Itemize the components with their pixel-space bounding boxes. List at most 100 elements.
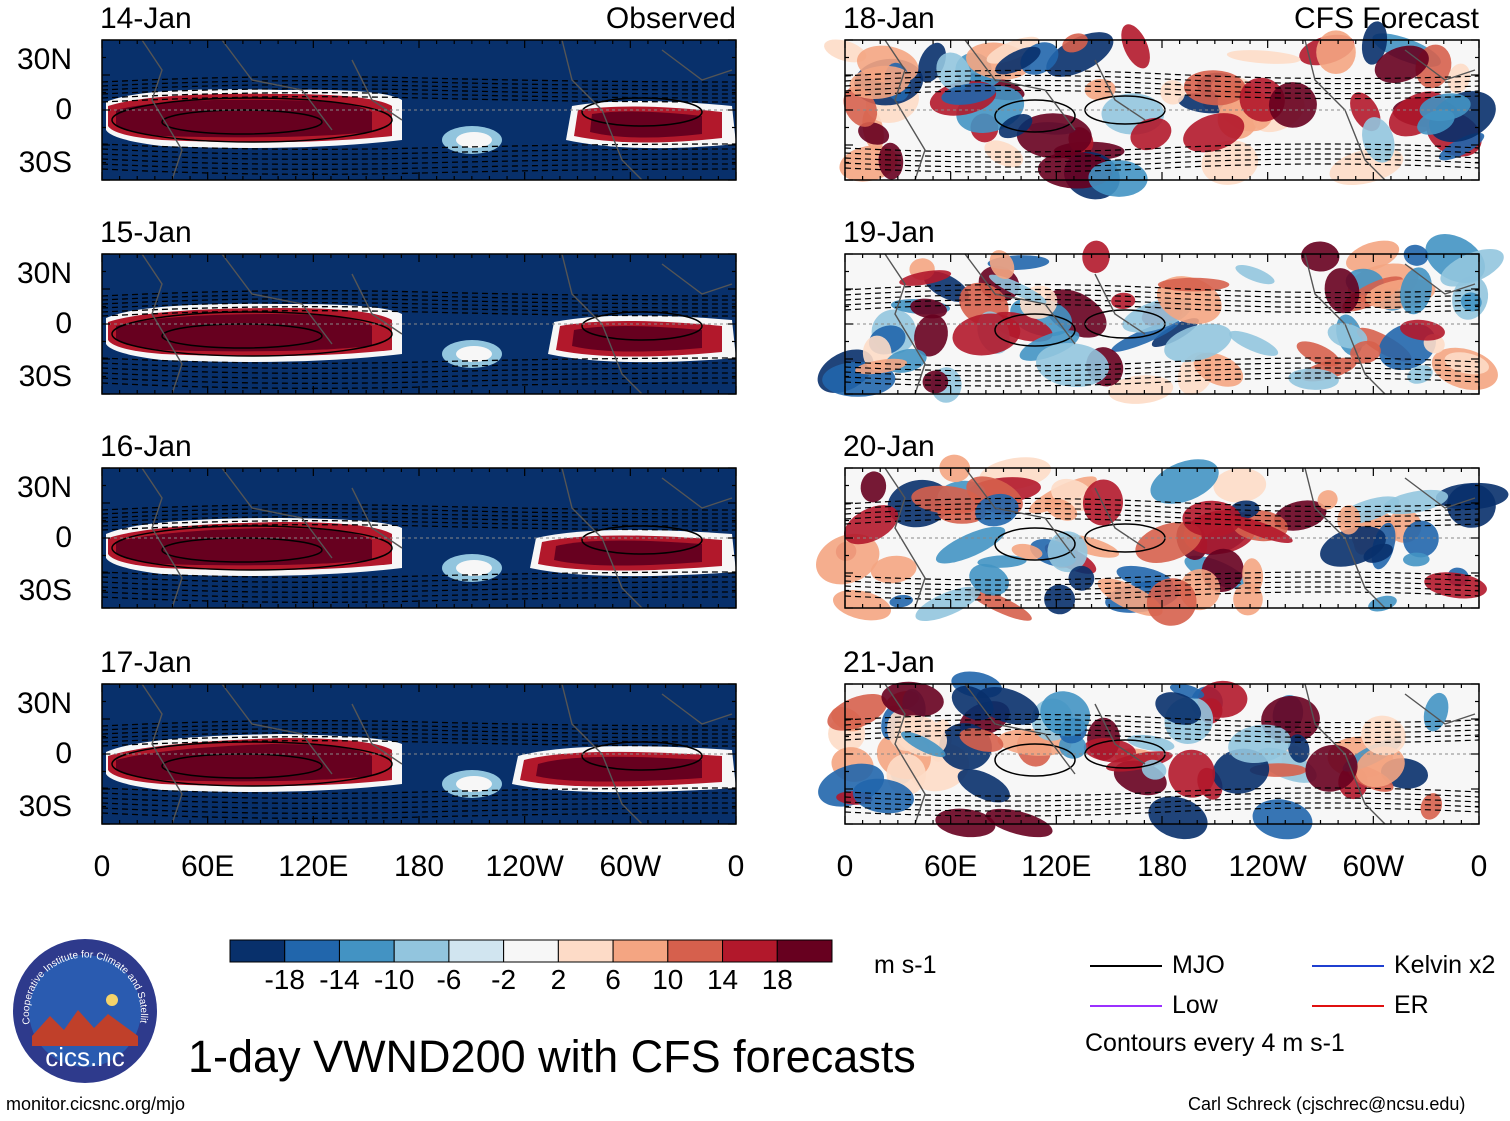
coastline [141, 253, 733, 395]
wind-anomaly-cell [1274, 500, 1327, 531]
lon-label-3: 180 [1136, 850, 1188, 883]
dashed-contour [101, 792, 737, 799]
panel-source-observed: Observed [605, 2, 736, 35]
wind-anomaly-cell [1226, 50, 1301, 64]
wind-anomaly-patch [456, 346, 492, 362]
logo-main-text: cics.nc [45, 1042, 124, 1072]
wind-anomaly-cell [1403, 552, 1430, 567]
dashed-contour [844, 723, 1480, 734]
dashed-contour [101, 143, 737, 150]
wind-anomaly-patch [456, 560, 492, 576]
wind-anomaly-cell [922, 370, 949, 394]
dashed-contour [101, 92, 737, 99]
dashed-contour [101, 80, 737, 87]
dashed-contour [101, 787, 737, 794]
map-panel-forecast-1 [817, 234, 1504, 404]
colorbar-tick-1: -14 [319, 964, 360, 995]
figure-title: 1-day VWND200 with CFS forecasts [188, 1031, 916, 1082]
colorbar-swatch [284, 939, 340, 963]
wind-anomaly-cell [827, 693, 888, 731]
panel-date-forecast-1: 19-Jan [843, 216, 935, 249]
wind-anomaly-cell [1327, 323, 1368, 349]
dashed-contour [844, 728, 1480, 739]
dashed-contour [844, 89, 1480, 100]
coastline [141, 39, 733, 181]
wind-anomaly-cell [1417, 109, 1455, 135]
wind-anomaly-band [116, 744, 372, 782]
panel-date-observed-0: 14-Jan [100, 2, 192, 35]
colorbar-tick-9: 18 [761, 964, 793, 995]
dashed-contour [844, 303, 1480, 314]
dashed-contour [101, 76, 737, 83]
dashed-contour [101, 148, 737, 155]
lat-label-2: 30S [18, 790, 72, 823]
wind-anomaly-cell [967, 587, 1032, 621]
dashed-contour [101, 732, 737, 739]
dashed-contour [844, 283, 1480, 294]
wind-anomaly-cell [1228, 724, 1291, 764]
dashed-contour [101, 367, 737, 374]
dashed-contour [101, 298, 737, 305]
colorbar-tick-4: -2 [491, 964, 517, 995]
dashed-contour [844, 84, 1480, 95]
wind-anomaly-band [116, 528, 372, 566]
dashed-contour [101, 720, 737, 727]
dashed-contour [101, 163, 737, 170]
mjo-contour [111, 525, 393, 571]
lat-label-2: 30S [18, 146, 72, 179]
dashed-contour [844, 293, 1480, 304]
wind-anomaly-cell [976, 686, 1040, 725]
lon-label-6: 0 [727, 850, 745, 883]
wind-anomaly-cell [1150, 459, 1219, 504]
wind-anomaly-cell [957, 769, 1010, 803]
wind-anomaly-cell [1444, 352, 1490, 375]
wind-anomaly-cell [1160, 80, 1186, 105]
colorbar [229, 939, 833, 963]
colorbar-swatch [503, 939, 559, 963]
dashed-contour [101, 736, 737, 743]
panel-source-forecast: CFS Forecast [1293, 2, 1479, 35]
map-panel-observed-2 [101, 467, 737, 609]
map-panel-observed-0 [101, 39, 737, 181]
colorbar-tick-6: 6 [605, 964, 621, 995]
dashed-contour [101, 504, 737, 511]
wind-anomaly-cell [959, 728, 1004, 752]
dashed-contour [844, 591, 1480, 601]
dashed-contour [844, 576, 1480, 586]
mjo-contour [111, 741, 393, 787]
colorbar-swatch [229, 939, 286, 963]
wind-anomaly-cell [1440, 249, 1504, 287]
colorbar-swatch [557, 939, 614, 963]
map-panel-forecast-3 [818, 671, 1480, 840]
dashed-contour [101, 802, 737, 809]
wind-anomaly-cell [1169, 683, 1205, 699]
dashed-contour [844, 362, 1480, 372]
lon-label-4: 120W [1228, 850, 1307, 883]
lat-label-0: 30N [16, 471, 72, 504]
colorbar-swatch [667, 939, 724, 963]
map-panel-observed-3 [101, 683, 737, 825]
wind-anomaly-cell [984, 140, 1024, 168]
dashed-contour [101, 96, 737, 103]
dashed-contour [844, 372, 1480, 382]
wind-anomaly-cell [1130, 117, 1172, 151]
wind-anomaly-cell [910, 298, 948, 319]
colorbar-swatch [338, 939, 395, 963]
wind-anomaly-cell [1374, 45, 1429, 83]
dashed-contour [101, 520, 737, 527]
mjo-contour [581, 525, 703, 555]
wind-anomaly-cell [1317, 490, 1338, 510]
lon-label-6: 0 [1470, 850, 1488, 883]
dashed-contour [101, 372, 737, 379]
lon-label-5: 60W [1342, 850, 1405, 883]
dashed-contour [844, 69, 1480, 80]
coastline [884, 39, 1476, 181]
wind-anomaly-cell [1047, 531, 1088, 573]
wind-anomaly-cell [985, 808, 1053, 838]
dashed-contour [844, 797, 1480, 807]
wind-anomaly-band [590, 111, 702, 138]
lon-label-2: 120E [1021, 850, 1092, 883]
website-link[interactable]: monitor.cicsnc.org/mjo [6, 1094, 186, 1114]
wind-anomaly-cell [1288, 368, 1339, 390]
